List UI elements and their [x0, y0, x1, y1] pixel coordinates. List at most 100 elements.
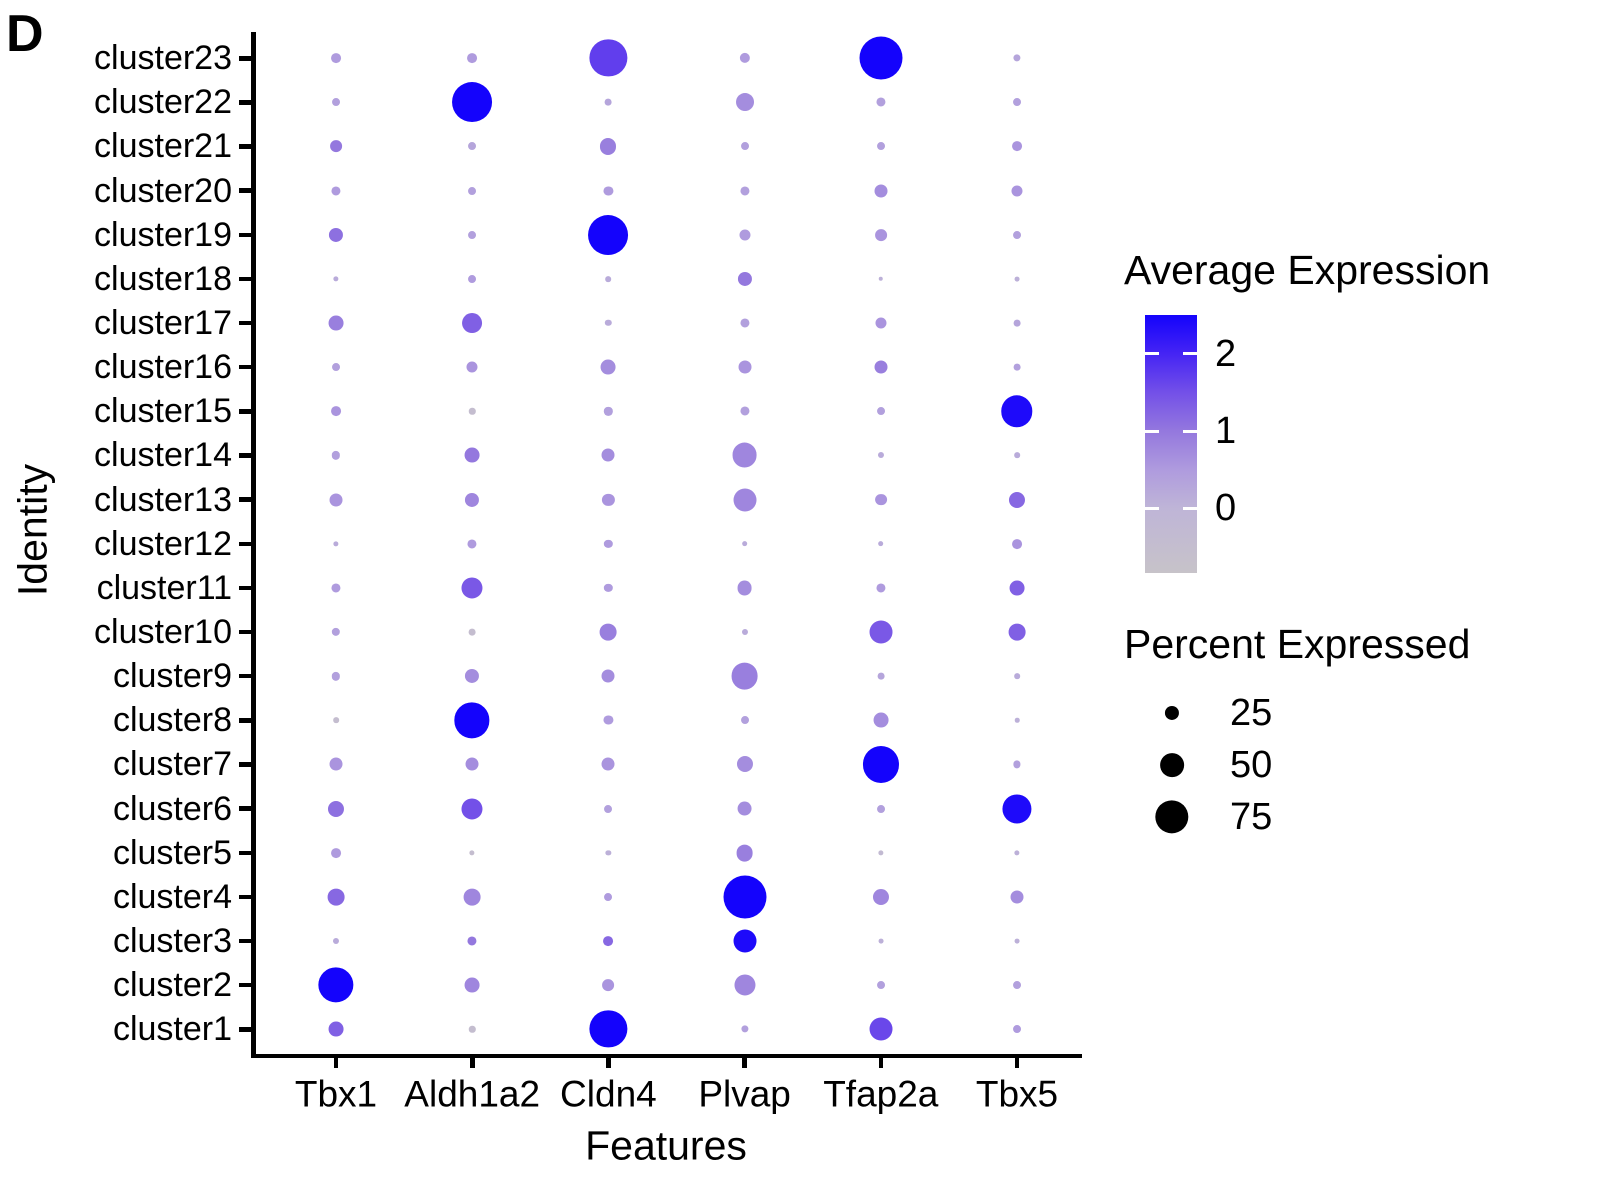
- dot-cluster4-Tfap2a: [872, 888, 889, 905]
- dot-cluster9-Tfap2a: [877, 672, 885, 680]
- dot-cluster3-Plvap: [733, 929, 757, 953]
- percent-legend-title: Percent Expressed: [1124, 621, 1471, 667]
- colorbar-tick-2-right: [1183, 352, 1197, 356]
- dot-cluster9-Cldn4: [601, 669, 615, 683]
- dot-cluster7-Tfap2a: [862, 746, 899, 783]
- dot-cluster1-Tbx5: [1013, 1025, 1021, 1034]
- dot-cluster1-Aldh1a2: [468, 1026, 476, 1033]
- dot-cluster17-Cldn4: [605, 319, 612, 327]
- dot-cluster13-Plvap: [733, 488, 757, 512]
- y-tick-cluster7: [239, 762, 251, 767]
- x-axis-title: Features: [585, 1122, 747, 1169]
- y-tick-cluster11: [239, 585, 251, 591]
- dot-cluster6-Plvap: [737, 801, 753, 817]
- dot-cluster10-Tbx1: [331, 627, 341, 637]
- dot-cluster9-Aldh1a2: [465, 669, 480, 684]
- dot-cluster20-Aldh1a2: [468, 186, 477, 195]
- y-label-cluster18: cluster18: [94, 259, 232, 298]
- dot-cluster20-Cldn4: [603, 186, 613, 196]
- dot-cluster15-Plvap: [740, 406, 750, 416]
- dot-cluster4-Plvap: [723, 875, 767, 919]
- dot-cluster10-Tbx5: [1008, 623, 1026, 641]
- dot-cluster16-Tbx1: [332, 363, 340, 372]
- expression-colorbar: [1145, 315, 1197, 573]
- y-label-cluster3: cluster3: [112, 922, 232, 960]
- y-tick-cluster20: [239, 188, 251, 193]
- dot-cluster22-Tbx1: [332, 98, 340, 107]
- colorbar-tick-0-right: [1183, 507, 1197, 511]
- dot-cluster20-Plvap: [740, 186, 750, 196]
- dot-cluster16-Aldh1a2: [466, 361, 478, 373]
- dot-cluster8-Tbx5: [1014, 718, 1020, 723]
- y-tick-cluster6: [239, 806, 251, 811]
- dot-cluster1-Tfap2a: [869, 1017, 893, 1041]
- x-label-Tbx5: Tbx5: [975, 1073, 1059, 1115]
- dot-cluster12-Aldh1a2: [467, 539, 477, 549]
- colorbar-tick-1-right: [1183, 429, 1197, 433]
- y-label-cluster20: cluster20: [94, 171, 232, 210]
- y-tick-cluster23: [239, 56, 251, 61]
- y-label-cluster19: cluster19: [94, 215, 232, 254]
- y-tick-cluster16: [239, 364, 251, 370]
- dot-cluster12-Tfap2a: [877, 540, 884, 547]
- dot-cluster23-Cldn4: [589, 39, 627, 77]
- dot-cluster19-Tbx5: [1013, 230, 1021, 239]
- dot-cluster8-Plvap: [740, 716, 749, 725]
- y-label-cluster12: cluster12: [94, 524, 232, 563]
- dot-cluster16-Cldn4: [600, 359, 616, 375]
- y-label-cluster10: cluster10: [94, 613, 232, 652]
- dot-cluster19-Plvap: [739, 229, 751, 241]
- y-label-cluster13: cluster13: [94, 480, 232, 519]
- dot-cluster9-Tbx1: [331, 671, 341, 681]
- dot-cluster10-Plvap: [741, 629, 748, 636]
- dot-cluster21-Plvap: [740, 142, 749, 151]
- y-tick-cluster8: [239, 718, 251, 723]
- dot-cluster1-Cldn4: [589, 1010, 627, 1048]
- expression-tick-2: 2: [1215, 333, 1237, 375]
- dot-cluster16-Tfap2a: [874, 360, 888, 374]
- dot-cluster22-Cldn4: [604, 98, 612, 106]
- dot-cluster13-Tbx1: [329, 493, 343, 507]
- dot-cluster14-Aldh1a2: [464, 448, 480, 463]
- y-label-cluster9: cluster9: [112, 657, 232, 696]
- dot-cluster4-Tbx1: [327, 888, 345, 906]
- y-label-cluster6: cluster6: [112, 789, 232, 828]
- dot-cluster11-Cldn4: [604, 583, 613, 593]
- percent-legend-dot-50: [1160, 753, 1184, 777]
- dot-cluster22-Tbx5: [1013, 98, 1021, 107]
- x-label-Plvap: Plvap: [698, 1073, 791, 1115]
- dot-cluster12-Tbx1: [333, 541, 339, 547]
- dot-cluster3-Tfap2a: [878, 938, 884, 944]
- y-tick-cluster14: [239, 453, 251, 458]
- y-tick-cluster19: [239, 232, 251, 238]
- dot-cluster11-Aldh1a2: [461, 577, 483, 599]
- dot-cluster18-Plvap: [737, 271, 752, 286]
- dot-cluster8-Aldh1a2: [454, 702, 490, 738]
- dot-cluster9-Plvap: [731, 662, 759, 690]
- dot-cluster22-Plvap: [735, 93, 754, 112]
- dot-cluster4-Cldn4: [604, 892, 613, 901]
- y-tick-cluster18: [239, 276, 251, 282]
- y-tick-cluster21: [239, 144, 251, 149]
- dot-cluster15-Cldn4: [604, 407, 613, 416]
- colorbar-tick-1-left: [1145, 429, 1159, 433]
- dot-cluster8-Cldn4: [603, 715, 613, 725]
- dot-cluster9-Tbx5: [1014, 673, 1020, 679]
- dot-cluster23-Tfap2a: [859, 36, 903, 80]
- dot-cluster5-Aldh1a2: [469, 850, 475, 856]
- dot-cluster6-Tbx5: [1002, 794, 1032, 824]
- dot-cluster1-Tbx1: [328, 1021, 344, 1037]
- dot-cluster2-Cldn4: [602, 979, 615, 992]
- y-label-cluster15: cluster15: [94, 392, 232, 431]
- y-tick-cluster17: [239, 320, 251, 326]
- dot-cluster14-Tbx5: [1014, 452, 1020, 459]
- x-tick-Cldn4: [606, 1055, 611, 1068]
- dot-cluster4-Aldh1a2: [463, 888, 481, 906]
- x-tick-Tbx1: [333, 1055, 339, 1068]
- percent-label-25: 25: [1230, 692, 1273, 734]
- y-tick-cluster13: [239, 497, 251, 502]
- dot-cluster22-Aldh1a2: [452, 82, 493, 123]
- expression-tick-1: 1: [1215, 410, 1237, 452]
- y-tick-cluster1: [239, 1027, 251, 1032]
- dot-cluster2-Tfap2a: [876, 981, 885, 990]
